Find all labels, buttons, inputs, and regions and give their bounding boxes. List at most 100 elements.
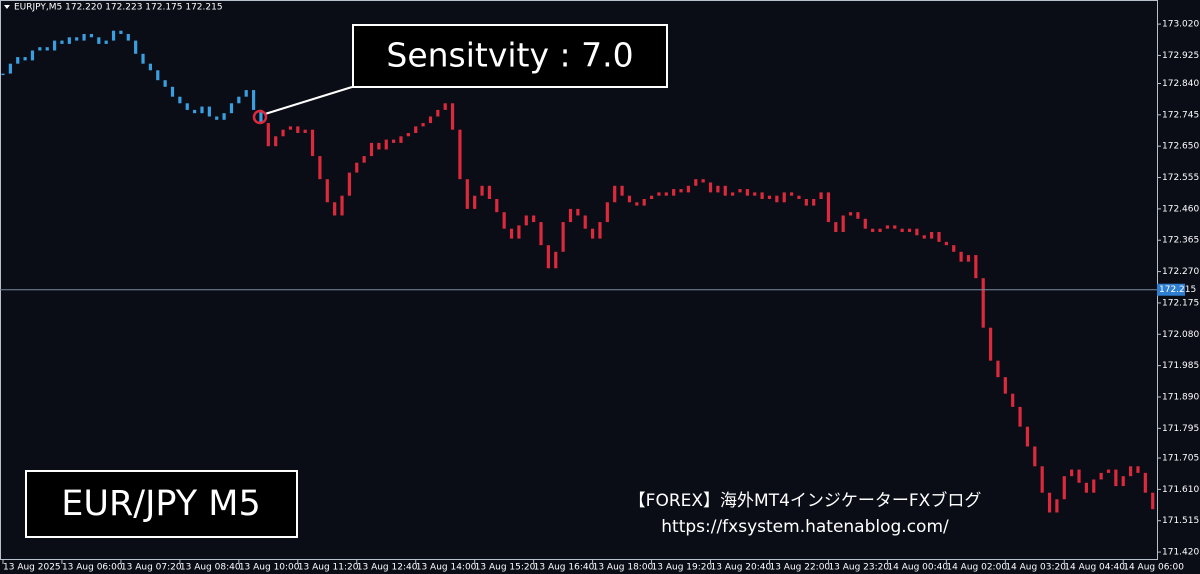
candle xyxy=(893,225,897,229)
candle xyxy=(635,202,639,206)
x-tick-label: 13 Aug 20:40 xyxy=(711,563,772,573)
candle xyxy=(1143,472,1147,493)
candle xyxy=(672,189,676,196)
candle xyxy=(443,103,447,110)
candle xyxy=(620,185,624,196)
candle xyxy=(163,80,167,87)
candle xyxy=(981,278,985,328)
candle xyxy=(568,208,573,223)
candle xyxy=(67,37,71,44)
candle xyxy=(1,73,5,76)
candle xyxy=(325,179,329,203)
candle xyxy=(554,251,558,269)
candle xyxy=(1092,479,1096,493)
candle xyxy=(392,139,396,143)
candle xyxy=(576,208,580,216)
candle xyxy=(251,90,256,110)
candle xyxy=(871,228,875,232)
x-tick-label: 13 Aug 23:20 xyxy=(828,563,889,573)
candle xyxy=(428,116,433,124)
candle xyxy=(82,33,86,41)
y-tick-label: 172.175 xyxy=(1162,298,1199,308)
candle xyxy=(200,106,204,114)
candle xyxy=(193,109,197,114)
candle xyxy=(480,185,484,196)
x-tick-label: 14 Aug 03:20 xyxy=(1005,563,1066,573)
candle xyxy=(399,136,403,143)
candle xyxy=(355,162,359,173)
candle xyxy=(915,228,919,236)
candle xyxy=(834,222,838,232)
candle xyxy=(649,195,654,199)
candle xyxy=(885,225,889,229)
candle xyxy=(60,40,64,44)
candle xyxy=(377,142,381,150)
callout-line xyxy=(264,86,353,115)
y-tick-label: 171.705 xyxy=(1162,454,1199,464)
watermark-url: https://fxsystem.hatenablog.com/ xyxy=(661,517,949,537)
candle xyxy=(1003,377,1007,394)
candle xyxy=(406,132,410,137)
x-tick-label: 13 Aug 06:00 xyxy=(62,563,123,573)
candle xyxy=(1025,426,1030,447)
y-tick-label: 172.080 xyxy=(1162,330,1199,340)
candle xyxy=(996,360,1000,378)
y-tick-label: 171.985 xyxy=(1162,361,1199,371)
y-tick-label: 172.555 xyxy=(1162,173,1199,183)
candle xyxy=(1099,472,1103,480)
symbol-text: EUR/JPY M5 xyxy=(61,484,260,524)
candle xyxy=(546,245,550,269)
candle xyxy=(1106,469,1111,473)
candle xyxy=(30,50,35,61)
candle xyxy=(753,192,757,196)
y-tick-label: 172.270 xyxy=(1162,267,1199,277)
x-tick-label: 14 Aug 02:00 xyxy=(946,563,1007,573)
candle xyxy=(561,222,565,252)
candle xyxy=(170,86,175,97)
x-tick-label: 13 Aug 12:40 xyxy=(357,563,418,573)
candle xyxy=(502,212,506,229)
candle xyxy=(812,198,816,206)
candle xyxy=(369,142,374,157)
candle xyxy=(465,179,469,209)
candle xyxy=(716,185,720,193)
symbol-box xyxy=(25,470,298,538)
signal-circle xyxy=(252,109,268,125)
y-tick-label: 171.420 xyxy=(1162,548,1199,558)
candle xyxy=(104,40,108,44)
current-price-label: 172.215 xyxy=(1159,285,1196,295)
watermark-title: 【FOREX】海外MT4インジケーターFXブログ xyxy=(629,490,982,511)
candle xyxy=(45,47,49,51)
candle xyxy=(274,136,278,147)
header: EURJPY,M5 172.220 172.223 172.175 172.21… xyxy=(14,3,223,13)
candle xyxy=(303,129,307,133)
candle xyxy=(288,126,293,130)
y-tick-label: 171.795 xyxy=(1162,424,1199,434)
candle xyxy=(185,103,189,110)
y-tick-label: 172.745 xyxy=(1162,110,1199,120)
candle xyxy=(598,222,602,239)
candle xyxy=(97,37,101,44)
candle xyxy=(436,109,440,117)
candle xyxy=(952,245,956,252)
x-tick-label: 13 Aug 22:00 xyxy=(769,563,830,573)
candle xyxy=(119,30,123,34)
candle xyxy=(23,57,27,61)
candle xyxy=(1136,466,1140,473)
candle xyxy=(848,212,853,216)
candle xyxy=(495,198,499,213)
candle xyxy=(148,63,152,71)
candle xyxy=(539,222,543,246)
candle xyxy=(414,126,418,133)
candle xyxy=(487,185,492,199)
candle xyxy=(944,241,948,246)
candle xyxy=(922,235,926,239)
x-tick-label: 13 Aug 10:00 xyxy=(239,563,300,573)
candle xyxy=(296,126,300,133)
candle xyxy=(75,37,79,41)
x-tick-label: 13 Aug 14:00 xyxy=(416,563,477,573)
candle xyxy=(89,33,94,38)
candle xyxy=(532,215,536,223)
candle xyxy=(701,179,705,183)
